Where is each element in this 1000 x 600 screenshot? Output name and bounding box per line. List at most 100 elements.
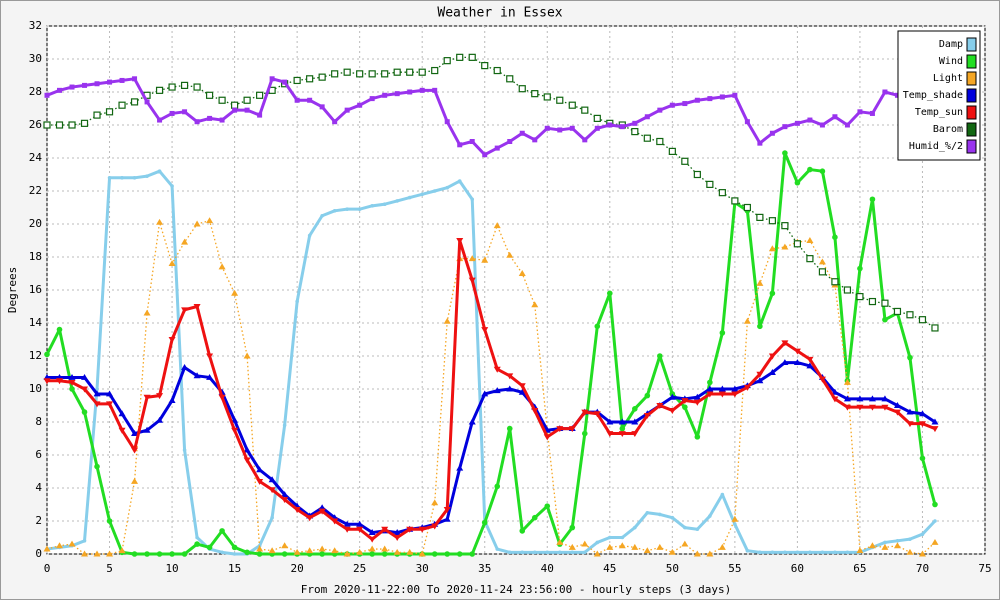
- point: [856, 547, 864, 554]
- point: [493, 66, 501, 75]
- point: [357, 207, 362, 211]
- point: [568, 543, 576, 550]
- legend-label: Light: [933, 73, 963, 84]
- point: [868, 542, 876, 549]
- point: [633, 525, 637, 530]
- point: [708, 514, 712, 518]
- point: [156, 416, 164, 423]
- point: [569, 125, 575, 131]
- point: [144, 99, 150, 105]
- point: [531, 408, 539, 414]
- y-tick-label: 18: [29, 250, 42, 263]
- x-tick-label: 40: [541, 562, 554, 575]
- point: [606, 431, 614, 438]
- point: [519, 528, 526, 534]
- series-line: [47, 361, 936, 535]
- point: [232, 107, 238, 113]
- point: [218, 394, 226, 401]
- point: [257, 112, 263, 118]
- point: [931, 418, 939, 425]
- point: [843, 378, 851, 385]
- point: [131, 477, 139, 484]
- legend-swatch: [966, 54, 977, 69]
- point: [869, 110, 875, 116]
- point: [244, 549, 250, 556]
- point: [770, 550, 775, 555]
- point: [618, 418, 626, 425]
- point: [206, 544, 213, 551]
- point: [269, 76, 275, 82]
- x-tick-label: 30: [416, 562, 429, 575]
- x-tick-label: 45: [603, 562, 616, 575]
- point: [908, 537, 912, 541]
- point: [581, 540, 589, 547]
- point: [833, 550, 837, 555]
- point: [932, 501, 938, 508]
- point: [893, 307, 902, 316]
- point: [232, 552, 237, 556]
- point: [69, 84, 75, 90]
- point: [768, 369, 776, 375]
- point: [93, 111, 101, 119]
- point: [806, 362, 814, 369]
- point: [506, 425, 513, 432]
- point: [794, 120, 800, 126]
- point: [757, 140, 763, 146]
- point: [718, 391, 726, 398]
- point: [194, 119, 200, 125]
- point: [482, 152, 488, 158]
- point: [293, 76, 301, 85]
- point: [318, 545, 326, 552]
- point: [368, 536, 376, 543]
- point: [568, 101, 576, 109]
- point: [181, 238, 189, 245]
- point: [68, 379, 76, 386]
- point: [81, 373, 89, 380]
- point: [69, 386, 75, 392]
- point: [418, 526, 426, 533]
- legend-box: [897, 30, 981, 161]
- point: [556, 96, 564, 104]
- point: [256, 551, 263, 557]
- point: [643, 134, 651, 142]
- legend-swatch: [966, 105, 977, 120]
- point: [270, 515, 274, 520]
- point: [593, 550, 601, 557]
- point: [332, 119, 338, 125]
- point: [731, 391, 739, 398]
- point: [931, 538, 939, 545]
- point: [832, 114, 838, 120]
- series-line: [47, 239, 936, 541]
- point: [393, 535, 401, 541]
- point: [182, 448, 187, 452]
- point: [168, 337, 176, 343]
- point: [707, 379, 713, 386]
- point: [293, 548, 301, 555]
- point: [68, 540, 76, 547]
- point: [231, 544, 238, 551]
- point: [307, 233, 312, 238]
- point: [682, 404, 688, 410]
- point: [82, 539, 87, 543]
- point: [418, 550, 426, 557]
- x-axis-label: From 2020-11-22:00 To 2020-11-24 23:56:0…: [301, 583, 731, 596]
- point: [382, 92, 388, 98]
- point: [857, 265, 863, 272]
- point: [595, 540, 600, 545]
- point: [570, 550, 575, 555]
- point: [768, 245, 776, 252]
- legend-label: Damp: [939, 39, 963, 50]
- point: [670, 515, 675, 520]
- point: [819, 168, 826, 174]
- point: [420, 192, 425, 197]
- point: [44, 92, 50, 98]
- point: [594, 323, 601, 330]
- point: [918, 550, 926, 557]
- point: [532, 137, 538, 143]
- point: [219, 117, 225, 123]
- point: [157, 117, 163, 123]
- point: [893, 402, 901, 408]
- point: [831, 388, 839, 395]
- point: [432, 87, 438, 93]
